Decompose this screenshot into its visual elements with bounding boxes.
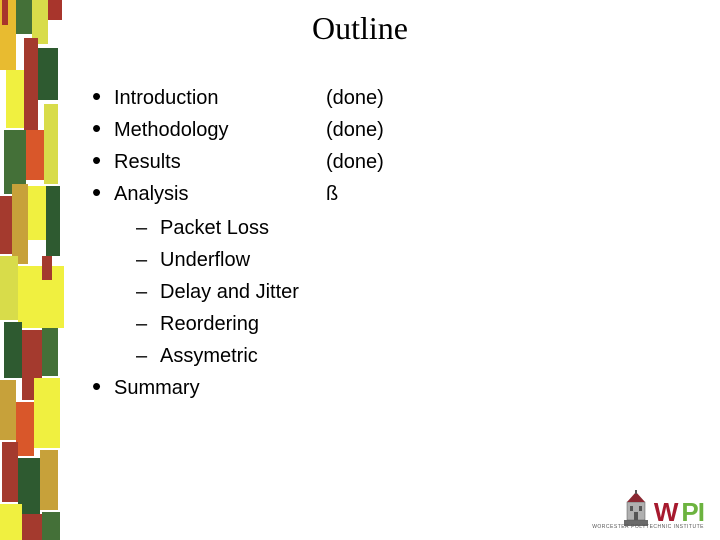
sub-item-label: Assymetric: [160, 345, 258, 367]
sub-item: Underflow: [114, 244, 700, 276]
list-item: Introduction (done): [92, 82, 700, 114]
item-status: (done): [326, 82, 384, 114]
item-status: (done): [326, 146, 384, 178]
decorative-sidebar: [0, 0, 64, 540]
outline-list: Introduction (done) Methodology (done) R…: [92, 82, 700, 404]
sub-item-label: Delay and Jitter: [160, 281, 299, 303]
sub-item-label: Underflow: [160, 249, 250, 271]
slide-title: Outline: [0, 10, 720, 47]
sub-item-label: Packet Loss: [160, 217, 269, 239]
sub-item: Assymetric: [114, 340, 700, 372]
item-label: Results: [114, 151, 181, 173]
list-item: Summary: [92, 372, 700, 404]
sub-item: Delay and Jitter: [114, 276, 700, 308]
sub-item-label: Reordering: [160, 313, 259, 335]
wpi-logo: WPI WORCESTER POLYTECHNIC INSTITUTE: [622, 490, 704, 528]
item-status: ß: [326, 178, 338, 210]
sub-item: Reordering: [114, 308, 700, 340]
sub-list: Packet Loss Underflow Delay and Jitter R…: [114, 212, 700, 372]
item-label: Introduction: [114, 87, 219, 109]
list-item: Analysis ß Packet Loss Underflow Delay a…: [92, 178, 700, 372]
sub-item: Packet Loss: [114, 212, 700, 244]
item-status: (done): [326, 114, 384, 146]
list-item: Results (done): [92, 146, 700, 178]
list-item: Methodology (done): [92, 114, 700, 146]
item-label: Analysis: [114, 183, 188, 205]
item-label: Summary: [114, 377, 200, 399]
tower-icon: [622, 490, 650, 528]
item-label: Methodology: [114, 119, 229, 141]
logo-subtitle: WORCESTER POLYTECHNIC INSTITUTE: [592, 524, 704, 530]
outline-content: Introduction (done) Methodology (done) R…: [92, 82, 700, 404]
